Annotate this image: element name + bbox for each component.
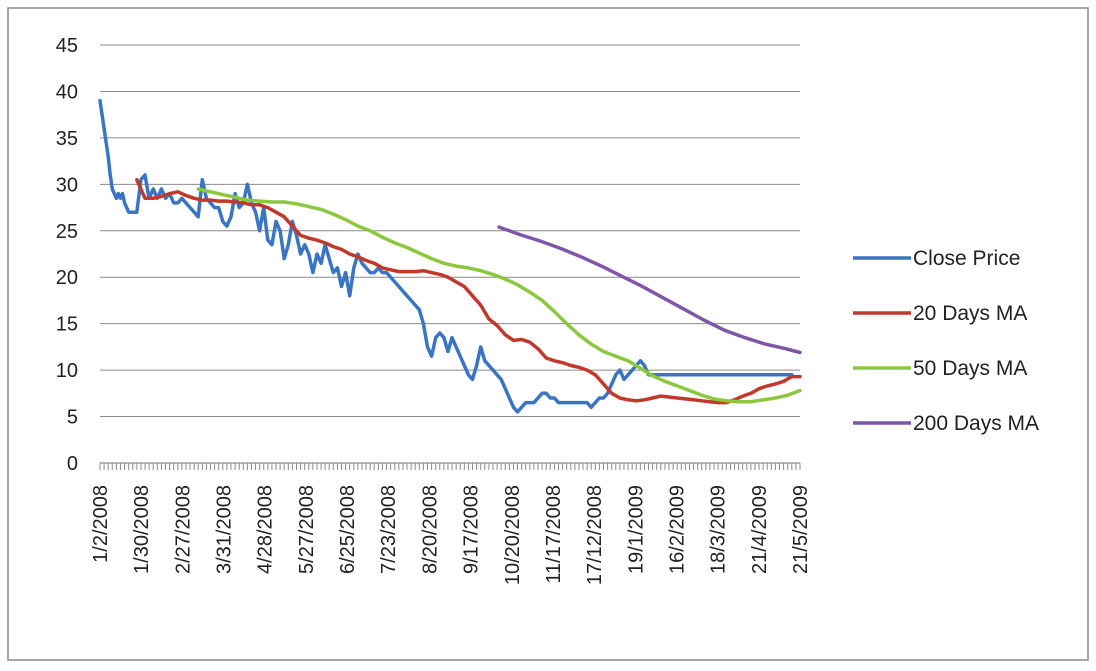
series-line-close-price xyxy=(98,98,794,414)
x-tick-label: 18/3/2009 xyxy=(708,485,730,574)
series-line-50-days-ma xyxy=(196,187,802,404)
x-tick-label: 21/5/2009 xyxy=(790,485,812,574)
x-tick-label: 17/12/2008 xyxy=(584,485,606,585)
series-lines xyxy=(98,98,802,414)
y-tick-label: 35 xyxy=(56,128,78,150)
y-tick-label: 40 xyxy=(56,81,78,103)
y-tick-label: 45 xyxy=(56,35,78,57)
x-tick-label: 19/1/2009 xyxy=(625,485,647,574)
x-tick-label: 1/30/2008 xyxy=(131,485,153,574)
y-tick-label: 20 xyxy=(56,267,78,289)
x-axis: 1/2/2008 1/30/2008 2/27/2008 3/31/2008 4/28/… xyxy=(90,462,812,585)
x-tick-label: 7/23/2008 xyxy=(378,485,400,574)
x-tick-label: 1/2/2008 xyxy=(90,485,112,563)
y-tick-label: 15 xyxy=(56,314,78,336)
legend: Close Price 20 Days MA 50 Days MA 200 Days … xyxy=(853,247,1039,435)
y-tick-label: 0 xyxy=(67,453,78,475)
legend-label: Close Price xyxy=(913,247,1020,270)
x-tick-label: 11/17/2008 xyxy=(543,485,565,584)
x-tick-label: 6/25/2008 xyxy=(337,485,359,574)
y-tick-label: 30 xyxy=(56,174,78,196)
gridlines xyxy=(100,44,800,418)
x-tick-label: 3/31/2008 xyxy=(214,485,236,574)
legend-label: 200 Days MA xyxy=(913,412,1039,435)
x-tick-label: 9/17/2008 xyxy=(461,485,483,574)
series-line-20-days-ma xyxy=(135,177,802,405)
x-tick-label: 21/4/2009 xyxy=(749,485,771,574)
chart-frame xyxy=(7,7,1089,661)
legend-label: 20 Days MA xyxy=(913,302,1027,325)
x-tick-label: 16/2/2009 xyxy=(666,485,688,574)
x-tick-label: 5/27/2008 xyxy=(296,485,318,574)
x-tick-label: 4/28/2008 xyxy=(255,485,277,574)
x-tick-label: 8/20/2008 xyxy=(419,485,441,574)
series-line-200-days-ma xyxy=(497,225,802,355)
x-tick-label: 2/27/2008 xyxy=(172,485,194,574)
y-tick-label: 5 xyxy=(67,407,78,429)
y-tick-label: 25 xyxy=(56,221,78,243)
y-tick-label: 10 xyxy=(56,360,78,382)
y-axis: 0 5 10 15 20 25 30 35 40 45 xyxy=(56,35,78,475)
legend-label: 50 Days MA xyxy=(913,357,1027,380)
x-tick-label: 10/20/2008 xyxy=(502,485,524,585)
